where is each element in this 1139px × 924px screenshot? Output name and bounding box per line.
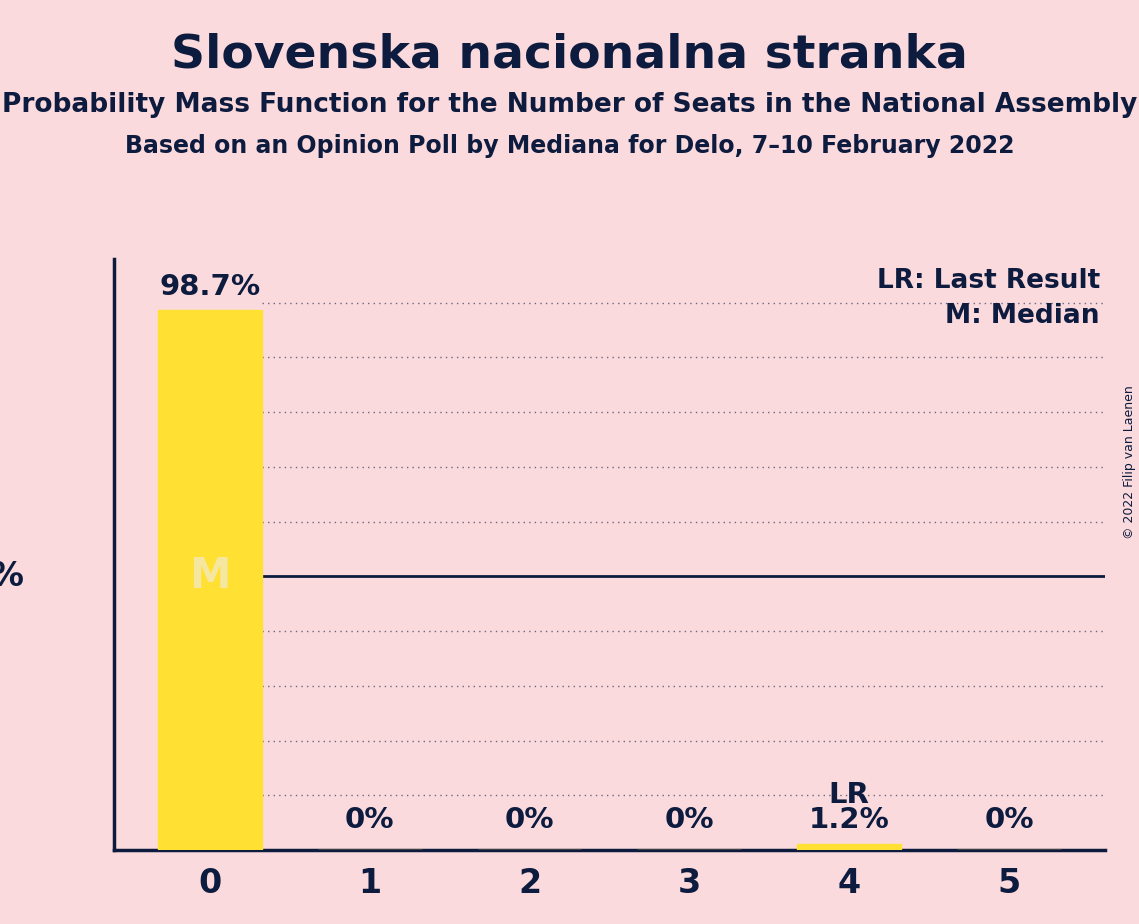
Text: 50%: 50%: [0, 560, 25, 593]
Text: Based on an Opinion Poll by Mediana for Delo, 7–10 February 2022: Based on an Opinion Poll by Mediana for …: [125, 134, 1014, 158]
Text: Probability Mass Function for the Number of Seats in the National Assembly: Probability Mass Function for the Number…: [2, 92, 1137, 118]
Text: 0%: 0%: [345, 806, 394, 833]
Text: LR: LR: [829, 781, 869, 809]
Bar: [158, 310, 262, 850]
Text: 1.2%: 1.2%: [809, 806, 890, 833]
Text: Slovenska nacionalna stranka: Slovenska nacionalna stranka: [171, 32, 968, 78]
Text: 0%: 0%: [664, 806, 714, 833]
Text: © 2022 Filip van Laenen: © 2022 Filip van Laenen: [1123, 385, 1137, 539]
Text: LR: Last Result: LR: Last Result: [877, 268, 1100, 294]
Text: 98.7%: 98.7%: [159, 274, 261, 301]
Text: M: M: [189, 555, 230, 597]
Bar: [797, 844, 901, 850]
Text: M: Median: M: Median: [945, 303, 1100, 329]
Text: 0%: 0%: [505, 806, 555, 833]
Text: 0%: 0%: [984, 806, 1034, 833]
